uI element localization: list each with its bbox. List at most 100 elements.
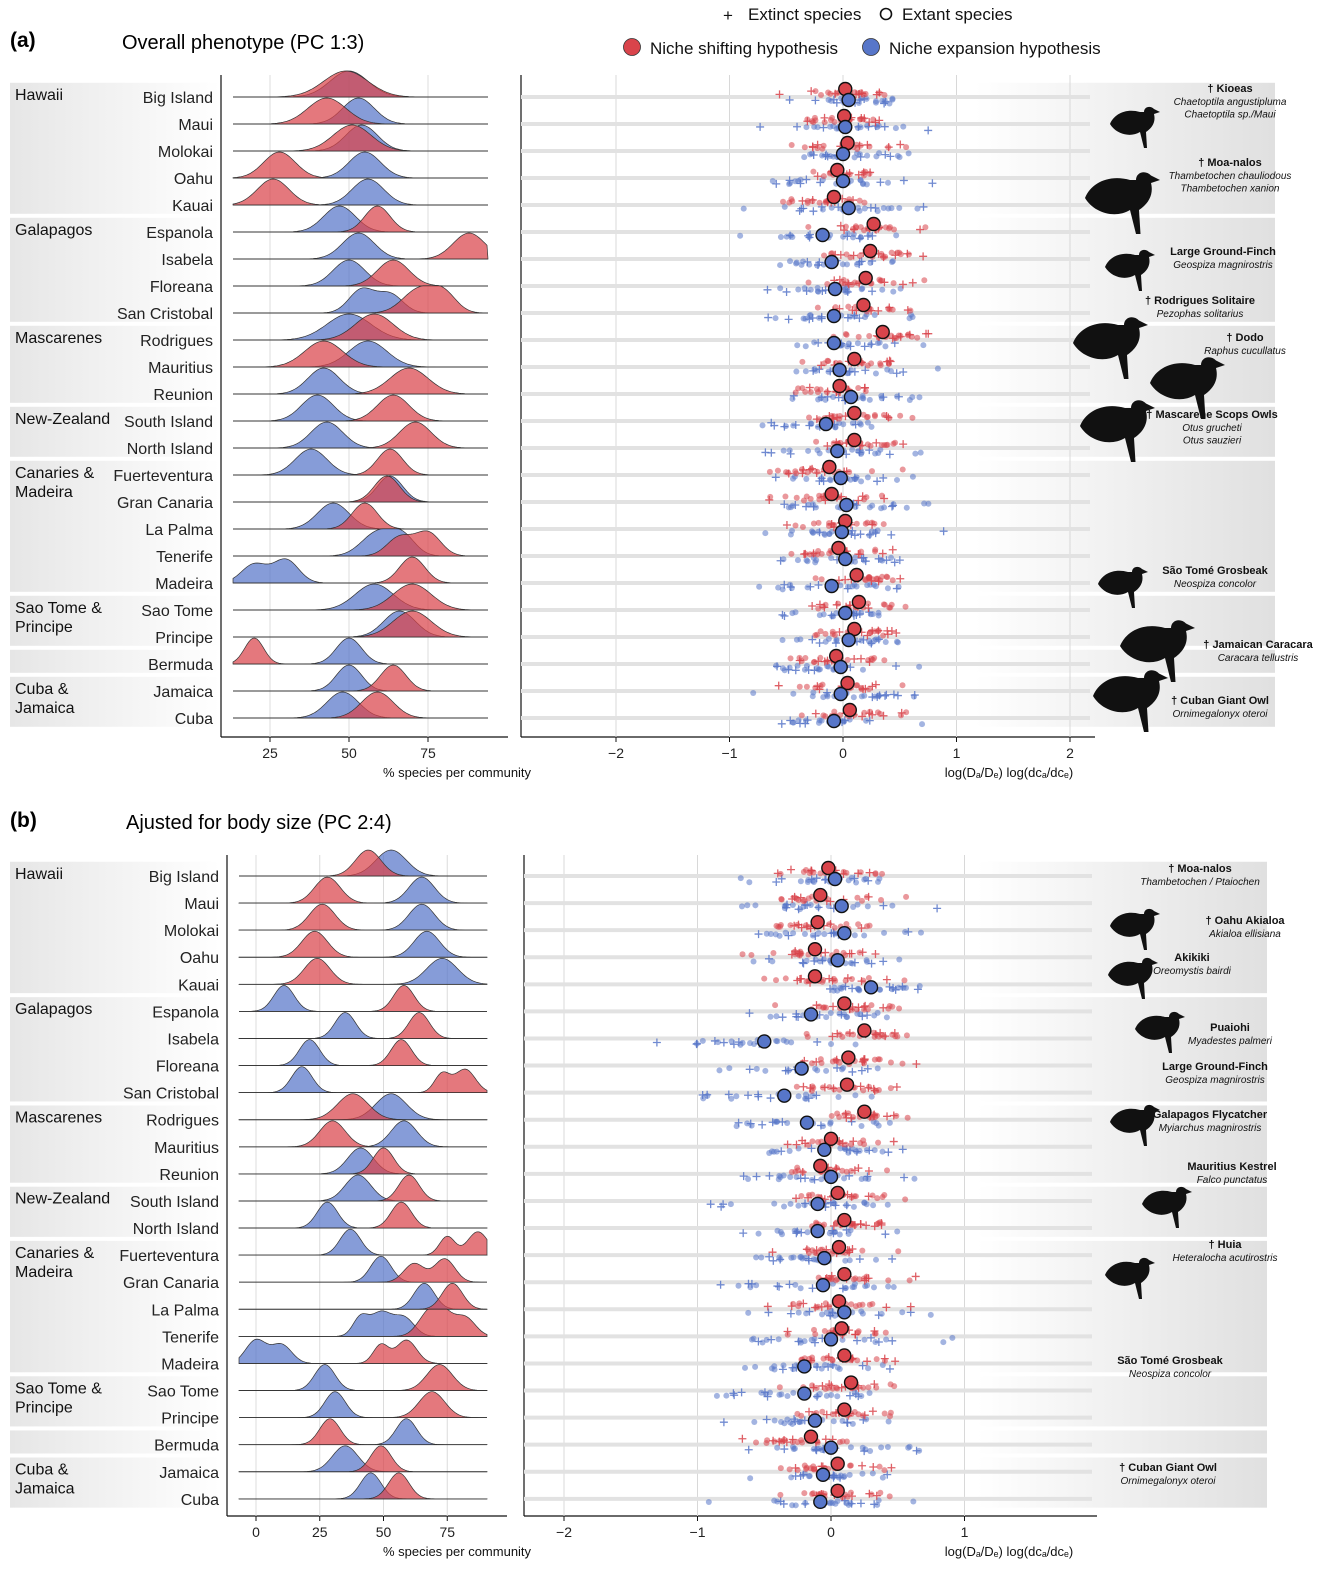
expand-extinct-point [868,231,877,240]
shift-density [233,556,488,584]
shift-extant-point [820,142,827,149]
expand-extant-point [859,1470,866,1477]
expand-extant-point [921,500,928,507]
expand-extant-point [916,394,923,401]
shift-extant-point [860,91,867,98]
expand-extinct-point [814,338,823,347]
expand-extant-point [911,1175,918,1182]
shift-extinct-point [823,1302,832,1311]
expand-mean-marker [835,173,851,189]
shift-extant-point [826,921,833,928]
panel-a: (a) Overall phenotype (PC 1:3) Hawaii Galap… [10,29,1314,780]
shift-extant-point [860,1384,867,1391]
island-label: Fuerteventura [113,468,213,485]
species-latin: Thambetochen / Ptaiochen [1140,877,1260,888]
expand-extinct-point [873,692,882,701]
expand-extant-point [864,582,871,589]
shift-density [232,151,488,179]
species-name: Puaiohi [1210,1022,1250,1034]
shift-extant-point [881,91,888,98]
expand-extinct-point [874,1337,883,1346]
archipelago-label: Sao Tome & [15,1380,102,1397]
species-latin: Geospiza magnirostris [1173,260,1272,271]
expand-density [238,1472,488,1500]
expand-mean-marker [834,524,850,540]
shift-extant-point [829,630,836,637]
expand-extant-point [896,956,903,963]
archipelago-label: New-Zealand [15,411,110,428]
expand-extant-point [853,879,860,886]
island-label: Reunion [159,1167,219,1184]
shift-extant-point [844,656,851,663]
shift-extant-point [776,1384,783,1391]
expand-mean-marker [803,1007,819,1022]
shift-extant-point [817,654,824,661]
row-south-island: South Island [124,394,1090,432]
species-name: † Kioeas [1207,83,1252,95]
row-mauritius: Mauritius [154,1120,1092,1158]
row-madeira: Madeira [155,556,1090,594]
shift-extant-point [875,1087,882,1094]
expand-extant-point [884,1201,891,1208]
expand-extant-point [809,932,816,939]
shift-extant-point [865,974,872,981]
expand-extant-point [793,1174,800,1181]
row-big-island: Big Island [149,849,1092,887]
row-molokai: Molokai [164,903,1092,941]
shift-extant-point [777,1465,784,1472]
expand-extinct-point [739,1172,748,1181]
expand-extant-point [773,1118,780,1125]
bird-silhouette-icon [1105,249,1155,291]
species-name: Akikiki [1174,952,1209,964]
expand-mean-marker [807,1413,823,1428]
expand-mean-marker [838,605,853,621]
expand-extant-point [815,930,822,937]
expand-mean-marker [833,686,848,702]
expand-mean-marker [826,713,842,729]
expand-extinct-point [778,610,787,619]
shift-extinct-point [877,1220,886,1229]
expand-extinct-point [858,1361,867,1370]
expand-extant-point [803,957,810,964]
expand-extinct-point [754,930,763,939]
shift-extinct-point [840,226,849,235]
shift-extant-point [780,198,787,205]
shift-extant-point [892,439,899,446]
species-annotation: † Huia Heteralocha acutirostris [1105,1239,1278,1299]
shift-extant-point [861,1141,868,1148]
archipelago-label: Jamaica [15,700,75,717]
expand-extant-point [728,1038,735,1045]
expand-extinct-point [885,982,894,991]
shift-extant-point [869,1301,876,1308]
species-latin: Raphus cucullatus [1204,346,1286,357]
shift-extant-point [820,1004,827,1011]
expand-extant-point [869,611,876,618]
expand-extant-point [861,1200,868,1207]
archipelago-band [10,217,220,322]
expand-density [238,1201,488,1229]
expand-extinct-point [796,1174,805,1183]
expand-extinct-point [765,1171,774,1180]
expand-extant-point [857,421,864,428]
expand-mean-marker [834,898,849,914]
shift-extinct-point [845,1029,854,1038]
expand-extant-point [827,477,834,484]
expand-extinct-point [863,1064,872,1073]
scatter-tick-label: 1 [961,1524,969,1540]
expand-extinct-point [848,1067,857,1076]
expand-extant-point [752,902,759,909]
expand-extant-point [771,1363,778,1370]
expand-extant-point [801,285,808,292]
expand-mean-marker [817,1250,832,1266]
expand-extant-point [879,97,886,104]
island-label: Oahu [174,171,213,188]
expand-extant-point [868,1093,875,1100]
shift-extinct-point [811,709,820,718]
expand-extinct-point [864,122,873,131]
expand-extant-point [821,931,828,938]
species-annotation: † Moa-nalos Thambetochen / Ptaiochen [1140,863,1260,888]
island-label: Sao Tome [141,603,213,620]
expand-extant-point [919,721,926,728]
expand-extant-point [877,986,884,993]
expand-extinct-point [843,1419,852,1428]
